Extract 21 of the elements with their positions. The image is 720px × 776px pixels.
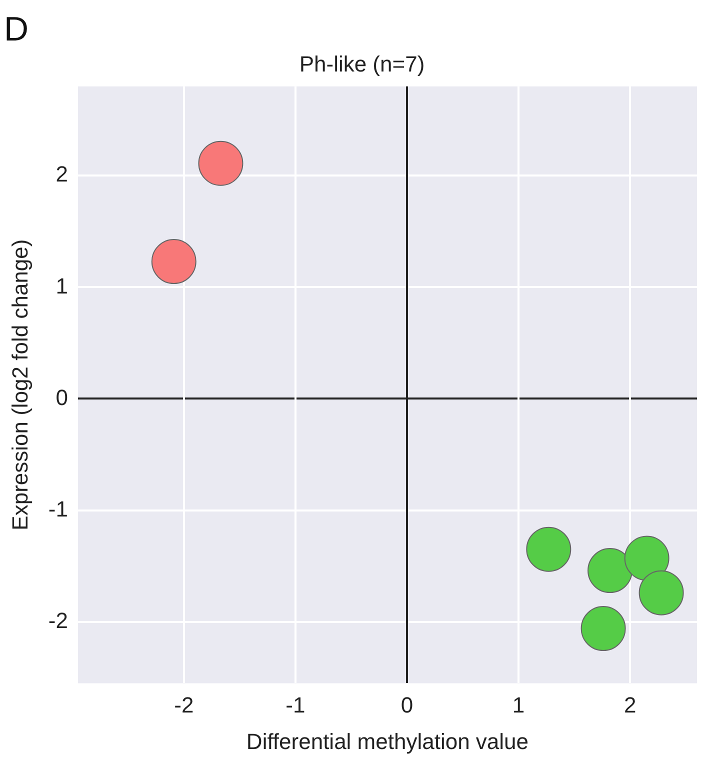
y-tick-label: -1: [48, 496, 68, 522]
x-tick-label: 1: [512, 692, 525, 718]
point: [198, 140, 244, 186]
y-tick-label: 0: [56, 384, 68, 410]
y-axis-title: Expression (log2 fold change): [7, 239, 32, 530]
y-tick-label: -2: [48, 608, 68, 633]
point: [526, 526, 572, 572]
x-axis-title: Differential methylation value: [246, 728, 529, 754]
x-tick-label: 0: [400, 692, 414, 718]
y-tick-label: 2: [56, 162, 68, 187]
x-tick-label: 2: [624, 692, 636, 718]
point: [151, 239, 196, 284]
point: [638, 570, 684, 616]
point: [588, 548, 632, 594]
y-tick-label: 1: [56, 273, 68, 298]
point: [624, 536, 670, 581]
text: D: [4, 10, 29, 48]
x-tick-label: -2: [174, 692, 194, 718]
chart-title: Ph-like (n=7): [299, 51, 425, 76]
x-tick-label: -1: [286, 692, 306, 718]
point: [580, 606, 626, 652]
